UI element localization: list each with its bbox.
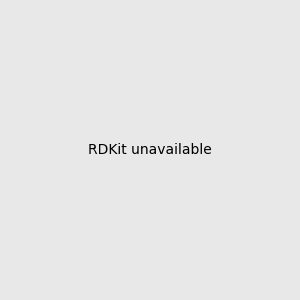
Text: RDKit unavailable: RDKit unavailable xyxy=(88,143,212,157)
